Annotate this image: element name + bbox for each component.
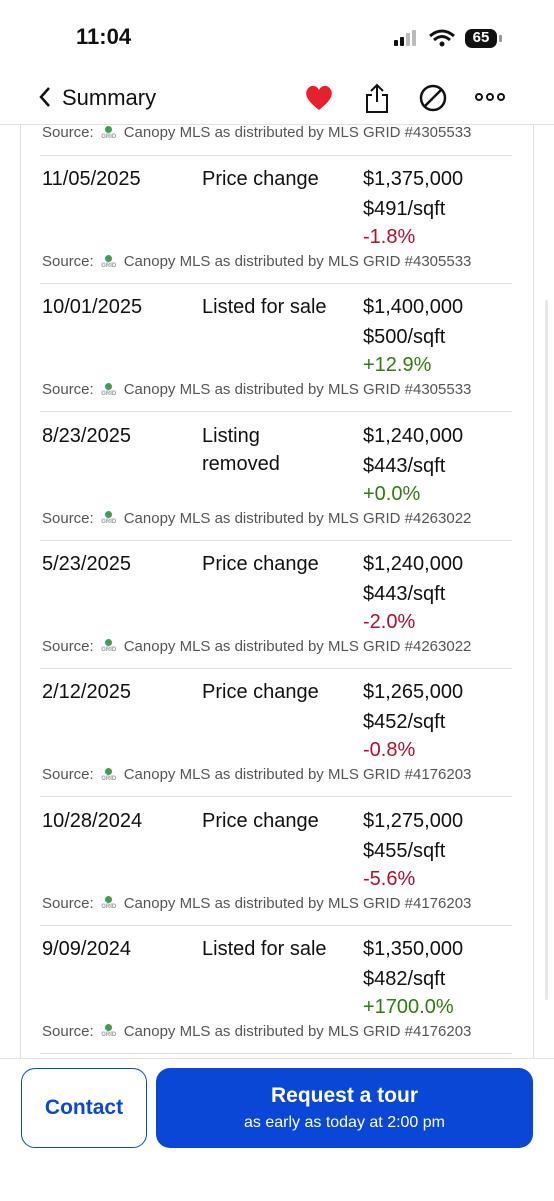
price-per-sqft: $452/sqft	[363, 711, 446, 734]
event-price: $1,375,000	[363, 168, 464, 190]
event-type: Price change	[202, 809, 319, 832]
source-label: Source:	[42, 124, 94, 141]
event-type: Listed for sale	[202, 296, 327, 319]
event-date: 5/23/2025	[42, 552, 131, 575]
favorite-icon[interactable]	[304, 84, 334, 112]
row-divider	[40, 796, 512, 798]
price-per-sqft: $482/sqft	[363, 967, 446, 990]
tour-subtitle[interactable]: as early as today at 2:00 pm	[244, 1114, 445, 1131]
source-line: Source: GRID Canopy MLS as distributed by …	[42, 638, 471, 655]
price-change: -1.8%	[363, 226, 416, 248]
event-price: $1,240,000	[363, 424, 464, 447]
source-text: Canopy MLS as distributed by MLS GRID #4…	[123, 894, 472, 912]
source-line: Source: GRID Canopy MLS as distributed by …	[42, 510, 471, 527]
source-logo: GRID	[98, 768, 120, 782]
source-text: Canopy MLS as distributed by MLS GRID #4…	[123, 509, 472, 527]
row-divider	[40, 411, 512, 413]
source-logo: GRID	[98, 383, 120, 397]
row-divider	[40, 283, 512, 284]
source-label: Source:	[42, 381, 94, 399]
source-label: Source:	[42, 253, 94, 270]
source-line: Source: GRID Canopy MLS as distributed by …	[42, 766, 471, 783]
source-text: Canopy MLS as distributed by MLS GRID #4…	[123, 381, 472, 399]
battery-level: 65	[472, 29, 490, 46]
source-logo: GRID	[98, 126, 120, 140]
price-change: +12.9%	[363, 354, 432, 377]
row-divider	[40, 924, 512, 926]
row-divider	[40, 539, 512, 541]
status-icons	[394, 29, 502, 48]
back-label[interactable]: Summary	[62, 85, 157, 110]
source-line: Source: GRID Canopy MLS as distributed by …	[42, 895, 471, 912]
source-line: Source: GRID Canopy MLS as distributed by …	[42, 381, 471, 398]
source-line: Source: GRID Canopy MLS as distributed by …	[42, 124, 471, 141]
event-date: 2/12/2025	[42, 681, 131, 704]
tour-title[interactable]: Request a tour	[270, 1084, 419, 1107]
source-line: Source: GRID Canopy MLS as distributed by …	[42, 1023, 471, 1040]
hide-icon[interactable]	[418, 83, 448, 113]
price-per-sqft: $491/sqft	[363, 198, 446, 220]
event-price: $1,350,000	[363, 937, 464, 960]
source-label: Source:	[42, 894, 94, 912]
event-price: $1,240,000	[363, 552, 464, 575]
price-per-sqft: $500/sqft	[363, 326, 446, 349]
row-divider	[40, 1052, 512, 1054]
event-date: 9/09/2024	[42, 937, 131, 960]
source-label: Source:	[42, 509, 94, 527]
source-logo: GRID	[98, 896, 120, 910]
source-label: Source:	[42, 1022, 94, 1040]
price-per-sqft: $455/sqft	[363, 839, 446, 862]
price-change: -5.6%	[363, 867, 416, 890]
event-date: 8/23/2025	[42, 424, 131, 447]
price-per-sqft: $443/sqft	[363, 454, 446, 477]
back-icon[interactable]	[38, 86, 52, 108]
event-type: Price change	[202, 168, 319, 190]
source-text: Canopy MLS as distributed by MLS GRID #4…	[123, 253, 472, 270]
row-divider	[40, 155, 512, 156]
source-text: Canopy MLS as distributed by MLS GRID #4…	[123, 124, 472, 141]
event-date: 10/28/2024	[42, 809, 143, 832]
source-text: Canopy MLS as distributed by MLS GRID #4…	[123, 766, 472, 784]
event-date: 11/05/2025	[42, 168, 141, 190]
status-time: 11:04	[76, 24, 132, 49]
price-change: -0.8%	[363, 739, 416, 762]
event-type: Listed for sale	[202, 937, 327, 960]
source-text: Canopy MLS as distributed by MLS GRID #4…	[123, 1022, 472, 1040]
scrollbar	[545, 300, 548, 1000]
share-icon[interactable]	[364, 82, 390, 114]
more-icon[interactable]	[474, 90, 506, 104]
source-logo: GRID	[98, 639, 120, 653]
event-type: Price change	[202, 552, 319, 575]
price-change: +1700.0%	[363, 995, 454, 1018]
nav-divider	[0, 124, 554, 125]
source-label: Source:	[42, 766, 94, 784]
card-border	[20, 125, 21, 1060]
contact-button[interactable]: Contact	[21, 1068, 147, 1148]
event-price: $1,400,000	[363, 296, 464, 319]
price-change: +0.0%	[363, 482, 421, 505]
source-line: Source: GRID Canopy MLS as distributed by …	[42, 253, 471, 270]
price-change: -2.0%	[363, 610, 416, 633]
source-label: Source:	[42, 637, 94, 655]
source-logo: GRID	[98, 511, 120, 525]
event-type: Price change	[202, 681, 319, 704]
tour-button[interactable]	[156, 1068, 533, 1148]
row-divider	[40, 667, 512, 669]
source-logo: GRID	[98, 1024, 120, 1038]
event-price: $1,275,000	[363, 809, 464, 832]
source-logo: GRID	[98, 255, 120, 269]
source-text: Canopy MLS as distributed by MLS GRID #4…	[123, 637, 472, 655]
event-type: Listing removed	[202, 424, 280, 475]
event-price: $1,265,000	[363, 681, 464, 704]
event-date: 10/01/2025	[42, 296, 143, 319]
card-border	[533, 125, 534, 1060]
price-per-sqft: $443/sqft	[363, 582, 446, 605]
